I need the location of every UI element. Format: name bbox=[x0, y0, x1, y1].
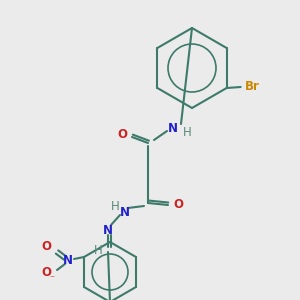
Text: N: N bbox=[103, 224, 113, 236]
Text: O: O bbox=[117, 128, 127, 142]
Text: N: N bbox=[120, 206, 130, 218]
Text: O: O bbox=[41, 266, 51, 280]
Text: N: N bbox=[168, 122, 178, 134]
Text: H: H bbox=[183, 125, 191, 139]
Text: H: H bbox=[94, 244, 102, 256]
Text: O: O bbox=[41, 241, 51, 254]
Text: N: N bbox=[63, 254, 73, 268]
Text: Br: Br bbox=[244, 80, 260, 92]
Text: H: H bbox=[111, 200, 119, 212]
Text: O: O bbox=[173, 199, 183, 212]
Text: ⁻: ⁻ bbox=[50, 274, 55, 284]
